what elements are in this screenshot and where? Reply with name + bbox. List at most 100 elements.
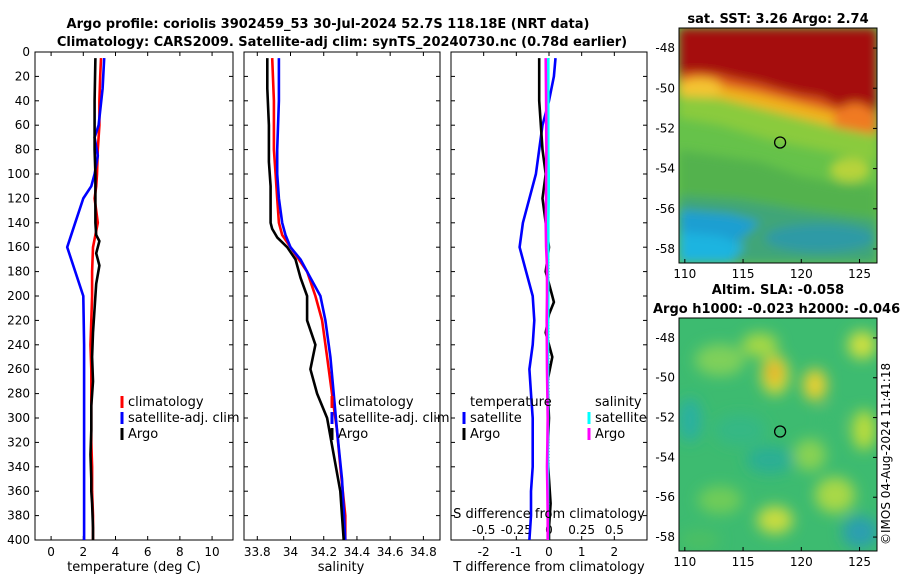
salinity-xlabel: salinity	[318, 560, 365, 575]
argo-location-marker	[773, 425, 787, 438]
x-tick-label: 34.6	[377, 545, 404, 559]
sla-map-title-line1: Altim. SLA: -0.058	[712, 283, 844, 298]
sst-map-title: sat. SST: 3.26 Argo: 2.74	[687, 12, 868, 27]
salinity-legend: climatology satellite-adj. clim Argo	[330, 395, 450, 442]
map-y-tick-label: -54	[655, 450, 675, 464]
map-x-tick-label: 110	[673, 555, 696, 569]
map-y-tick-label: -58	[655, 530, 675, 544]
map-y-tick-label: -54	[655, 162, 675, 176]
map-y-tick-label: -50	[655, 371, 675, 385]
map-x-tick-label: 115	[732, 267, 755, 281]
depth-tick-label: 200	[7, 289, 30, 303]
legend-label-satellite-clim: satellite-adj. clim	[338, 411, 450, 426]
series-line-satellite-adj-clim	[275, 58, 347, 540]
temperature-series	[65, 58, 106, 540]
map-y-tick-label: -52	[655, 411, 675, 425]
difference-x-ticks: -2 -1 0 1 2	[478, 52, 618, 559]
map-y-tick-label: -56	[655, 490, 675, 504]
depth-tick-label: 240	[7, 338, 30, 352]
depth-tick-label: 220	[7, 313, 30, 327]
difference-legend-salinity: salinity satellite Argo	[587, 395, 647, 442]
salinity-x-ticks: 33.8 34 34.2 34.4 34.6 34.8	[244, 52, 437, 559]
depth-tick-label: 260	[7, 362, 30, 376]
depth-tick-label: 100	[7, 167, 30, 181]
x-tick-label: 0	[545, 545, 553, 559]
argo-location-marker	[773, 136, 787, 149]
legend-label-argo: Argo	[338, 427, 368, 442]
map-x-tick-label: 120	[790, 267, 813, 281]
x-tick-label: 2	[79, 545, 87, 559]
depth-tick-label: 60	[15, 118, 30, 132]
sla-map-title-line2: Argo h1000: -0.023 h2000: -0.046	[653, 302, 900, 317]
legend-label-sal-argo: Argo	[595, 427, 625, 442]
sla-map-frame	[678, 317, 878, 552]
legend-label-satellite-clim: satellite-adj. clim	[128, 411, 240, 426]
sla-map-ticks: 110 115 120 125 -48 -50 -52 -54 -56 -58	[655, 331, 877, 569]
figure-title-line1: Argo profile: coriolis 3902459_53 30-Jul…	[67, 17, 590, 32]
depth-tick-label: 0	[22, 45, 30, 59]
depth-ticks: 0 20 40 60 80 100 120 140 160 180 200 220 240 260 280 3…	[7, 45, 647, 547]
x-tick-label: 10	[204, 545, 219, 559]
temperature-x-ticks: 0 2 4 6 8 10	[47, 52, 220, 559]
difference-legend-temperature: temperature satellite Argo	[462, 395, 552, 442]
depth-tick-label: 140	[7, 216, 30, 230]
depth-tick-label: 160	[7, 240, 30, 254]
depth-tick-label: 280	[7, 387, 30, 401]
x-tick-label: 8	[176, 545, 184, 559]
map-x-tick-label: 120	[790, 555, 813, 569]
series-line-salinity-argo	[544, 58, 550, 540]
top-tick-label: -0.25	[501, 523, 532, 537]
salinity-difference-xlabel: S difference from climatology	[453, 507, 645, 522]
map-y-tick-label: -48	[655, 331, 675, 345]
map-y-tick-label: -58	[655, 242, 675, 256]
temperature-legend: climatology satellite-adj. clim Argo	[120, 395, 240, 442]
legend-label-temp-argo: Argo	[470, 427, 500, 442]
sla-heatmap	[679, 318, 877, 551]
x-tick-label: 1	[578, 545, 586, 559]
x-tick-label: 34.4	[344, 545, 371, 559]
sst-map-frame	[678, 27, 878, 264]
legend-label-climatology: climatology	[338, 395, 414, 410]
series-line-satellite-adj-clim	[65, 58, 106, 540]
imos-credit: ©IMOS 04-Aug-2024 11:41:18	[879, 363, 893, 545]
top-tick-label: 0.25	[568, 523, 595, 537]
x-tick-label: 6	[144, 545, 152, 559]
x-tick-label: 34.8	[410, 545, 437, 559]
x-tick-label: -1	[510, 545, 522, 559]
x-tick-label: 4	[112, 545, 120, 559]
temperature-xlabel: temperature (deg C)	[67, 560, 201, 575]
difference-series	[518, 57, 557, 540]
top-tick-label: 0.5	[605, 523, 624, 537]
depth-tick-label: 340	[7, 460, 30, 474]
map-y-tick-label: -56	[655, 202, 675, 216]
series-line-argo	[265, 58, 345, 540]
figure-title-line2: Climatology: CARS2009. Satellite-adj cli…	[57, 35, 627, 50]
map-x-tick-label: 125	[848, 267, 871, 281]
difference-xlabel: T difference from climatology	[452, 560, 645, 575]
map-x-tick-label: 115	[732, 555, 755, 569]
map-y-tick-label: -52	[655, 121, 675, 135]
depth-tick-label: 40	[15, 94, 30, 108]
sst-map-ticks: 110 115 120 125 -48 -50 -52 -54 -56 -58	[655, 41, 877, 281]
depth-tick-label: 300	[7, 411, 30, 425]
x-tick-label: 34	[283, 545, 298, 559]
depth-tick-label: 380	[7, 509, 30, 523]
depth-tick-label: 400	[7, 533, 30, 547]
depth-tick-label: 360	[7, 484, 30, 498]
salinity-series	[265, 58, 347, 540]
x-tick-label: 33.8	[244, 545, 271, 559]
depth-tick-label: 180	[7, 265, 30, 279]
map-x-tick-label: 110	[673, 267, 696, 281]
top-tick-label: -0.5	[472, 523, 495, 537]
legend-heading-temperature: temperature	[470, 395, 552, 410]
legend-label-temp-satellite: satellite	[470, 411, 522, 426]
map-y-tick-label: -50	[655, 81, 675, 95]
legend-label-climatology: climatology	[128, 395, 204, 410]
legend-label-argo: Argo	[128, 427, 158, 442]
map-x-tick-label: 125	[848, 555, 871, 569]
x-tick-label: -2	[478, 545, 490, 559]
depth-tick-label: 320	[7, 435, 30, 449]
temperature-axes	[34, 51, 234, 541]
depth-tick-label: 20	[15, 69, 30, 83]
